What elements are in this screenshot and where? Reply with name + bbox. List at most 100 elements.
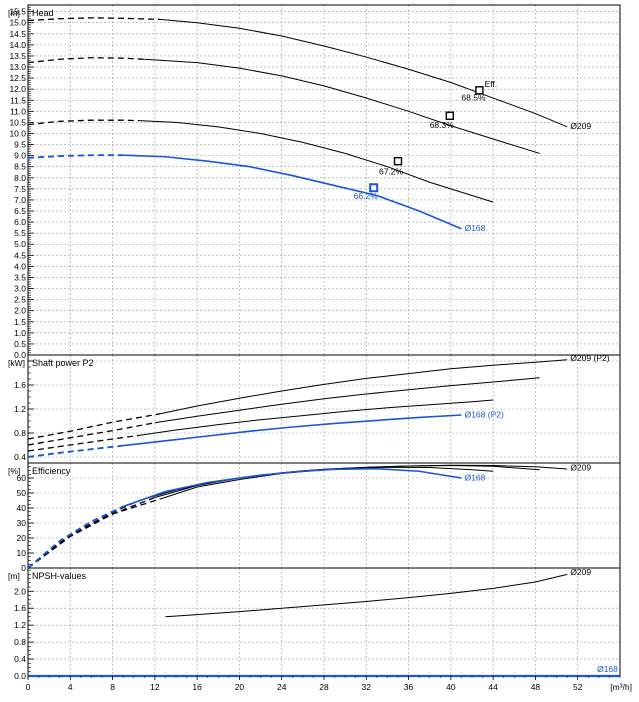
head-ytick-label-12: 6.0	[14, 217, 26, 227]
head-annotation-4: 66.2%	[354, 191, 379, 201]
x-tick-label-3: 12	[150, 682, 160, 692]
efficiency-ytick-label-5: 50	[17, 488, 27, 498]
head-ytick-label-28: 14.0	[9, 40, 26, 50]
head-ytick-label-23: 11.5	[10, 95, 26, 105]
efficiency-annotation-1: Ø168	[465, 472, 486, 482]
npsh-ytick-label-2: 0.8	[14, 637, 26, 647]
efficiency-series-1-dashed	[27, 496, 156, 569]
head-series-0	[160, 18, 568, 128]
head-ytick-label-14: 7.0	[14, 195, 26, 205]
npsh-ytick-label-5: 2.0	[14, 586, 26, 596]
x-tick-label-12: 48	[531, 682, 541, 692]
head-bep-marker-3	[369, 183, 379, 193]
head-ytick-label-13: 6.5	[14, 206, 26, 216]
head-ytick-label-27: 13.5	[9, 51, 26, 61]
efficiency-ytick-label-1: 10	[17, 548, 27, 558]
x-tick-label-10: 40	[446, 682, 456, 692]
head-series-3-dashed	[27, 154, 124, 159]
x-tick-label-6: 24	[277, 682, 287, 692]
head-series-3	[123, 154, 462, 230]
x-tick-label-9: 36	[404, 682, 414, 692]
x-tick-label-4: 16	[192, 682, 202, 692]
power-series-0-dashed	[27, 413, 161, 440]
power-ytick-label-2: 1.2	[14, 404, 26, 414]
head-annotation-5: Ø209	[570, 121, 591, 131]
head-series-1-dashed	[27, 57, 145, 64]
power-series-0	[160, 359, 568, 415]
x-tick-label-2: 8	[110, 682, 115, 692]
power-ytick-label-3: 1.6	[14, 380, 26, 390]
power-series-2	[138, 399, 494, 436]
efficiency-ytick-label-4: 40	[17, 503, 27, 513]
efficiency-annotation-0: Ø209	[570, 463, 591, 473]
head-ytick-label-21: 10.5	[9, 117, 26, 127]
head-ytick-label-24: 12.0	[9, 84, 26, 94]
head-ytick-label-0: 0.0	[14, 350, 26, 360]
power-series-2-dashed	[27, 434, 140, 452]
head-ytick-label-11: 5.5	[14, 228, 26, 238]
power-series-3	[123, 414, 462, 447]
efficiency-panel-title: Efficiency	[32, 466, 71, 476]
power-annotation-1: Ø168 (P2)	[465, 409, 504, 419]
head-ytick-label-31: 15.5	[9, 7, 26, 17]
head-annotation-2: 68.3%	[430, 120, 455, 130]
head-ytick-label-26: 13.0	[9, 62, 26, 72]
head-ytick-label-16: 8.0	[14, 173, 26, 183]
head-ytick-label-18: 9.0	[14, 151, 26, 161]
head-ytick-label-5: 2.5	[14, 295, 26, 305]
head-series-1	[144, 58, 540, 154]
efficiency-ytick-label-3: 30	[17, 518, 27, 528]
npsh-series-0	[165, 573, 568, 618]
x-tick-label-11: 44	[488, 682, 498, 692]
efficiency-series-2	[138, 466, 494, 501]
head-unit-label: [m]	[8, 8, 20, 18]
head-ytick-label-3: 1.5	[14, 317, 26, 327]
efficiency-series-0-dashed	[27, 498, 161, 569]
head-annotation-0: Eff.	[485, 79, 498, 89]
power-series-1	[154, 377, 540, 424]
npsh-unit-label: [m]	[8, 571, 20, 581]
head-ytick-label-9: 4.5	[14, 250, 26, 260]
power-series-1-dashed	[27, 422, 155, 446]
head-ytick-label-6: 3.0	[14, 284, 26, 294]
head-ytick-label-2: 1.0	[14, 328, 26, 338]
npsh-annotation-0: Ø209	[570, 567, 591, 577]
power-ytick-label-1: 0.8	[14, 428, 26, 438]
efficiency-ytick-label-6: 60	[17, 473, 27, 483]
head-annotation-6: Ø168	[465, 223, 486, 233]
x-tick-label-13: 52	[573, 682, 583, 692]
power-panel-title: Shaft power P2	[32, 358, 94, 368]
head-panel-title: Head	[32, 8, 54, 18]
head-bep-marker-0	[475, 86, 484, 95]
npsh-panel-title: NPSH-values	[32, 571, 87, 581]
power-unit-label: [kW]	[8, 358, 25, 368]
npsh-ytick-label-0: 0.0	[14, 671, 26, 681]
head-ytick-label-8: 4.0	[14, 261, 26, 271]
head-ytick-label-30: 15.0	[9, 18, 26, 28]
efficiency-series-3-dashed	[27, 505, 124, 569]
x-tick-label-0: 0	[26, 682, 31, 692]
npsh-ytick-label-1: 0.4	[14, 654, 26, 664]
head-bep-marker-1	[445, 111, 454, 120]
npsh-ytick-label-3: 1.2	[14, 620, 26, 630]
head-ytick-label-17: 8.5	[14, 162, 26, 172]
head-ytick-label-22: 11.0	[10, 106, 26, 116]
x-tick-label-5: 20	[235, 682, 245, 692]
npsh-ytick-label-4: 1.6	[14, 603, 26, 613]
head-series-2	[138, 120, 494, 203]
head-series-2-dashed	[27, 119, 140, 126]
head-ytick-label-29: 14.5	[9, 29, 26, 39]
power-series-3-dashed	[27, 444, 124, 458]
head-ytick-label-10: 5.0	[14, 239, 26, 249]
efficiency-ytick-label-2: 20	[17, 533, 27, 543]
x-tick-label-1: 4	[68, 682, 73, 692]
head-annotation-3: 67.2%	[379, 166, 404, 176]
head-ytick-label-4: 2.0	[14, 306, 26, 316]
x-axis-unit: [m³/h]	[610, 682, 632, 692]
power-ytick-label-0: 0.4	[14, 452, 26, 462]
head-ytick-label-7: 3.5	[14, 272, 26, 282]
head-ytick-label-19: 9.5	[14, 140, 26, 150]
x-tick-label-8: 32	[362, 682, 372, 692]
npsh-annotation-1: Ø168	[597, 664, 618, 674]
